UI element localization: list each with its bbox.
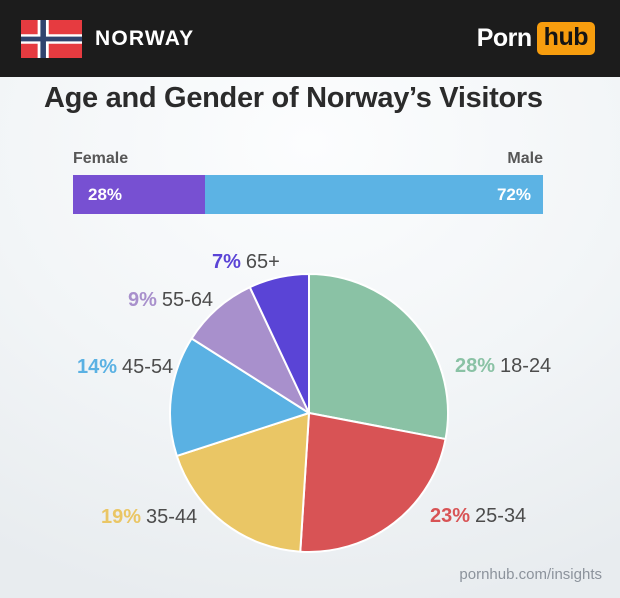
pie-range-18-24: 18-24: [500, 355, 552, 377]
pie-percent-45-54: 14%: [77, 356, 118, 378]
pie-slice-35-44: [175, 412, 310, 553]
pornhub-logo: Porn hub: [477, 22, 595, 55]
pie-label-25-34: 23% 25-34: [430, 505, 526, 528]
pie-range-55-64: 55-64: [161, 289, 214, 311]
country-name: NORWAY: [95, 26, 195, 50]
pie-slice-55-64: [190, 286, 310, 414]
female-bar-segment: 28%: [73, 175, 205, 214]
pie-range-25-34: 25-34: [475, 505, 527, 527]
gender-split-bar: 28% 72%: [73, 175, 543, 214]
pie-slice-18-24: [308, 273, 449, 441]
male-percent: 72%: [496, 184, 531, 204]
pie-percent-35-44: 19%: [101, 506, 142, 528]
gender-legend: Female Male: [73, 150, 543, 168]
male-label: Male: [507, 150, 543, 167]
pie-slice-45-54: [169, 337, 310, 457]
logo-text-hub: hub: [536, 22, 595, 55]
pie-percent-18-24: 28%: [455, 355, 496, 377]
header-bar: NORWAY Porn hub: [0, 0, 620, 77]
pie-range-35-44: 35-44: [146, 506, 198, 528]
pie-range-65plus: 65+: [245, 251, 280, 273]
pie-range-45-54: 45-54: [122, 356, 174, 378]
insights-url: pornhub.com/insights: [459, 566, 602, 583]
pie-percent-25-34: 23%: [430, 505, 471, 527]
country-brand: NORWAY: [21, 19, 195, 58]
pie-slice-25-34: [299, 412, 447, 554]
pie-slice-65+: [248, 273, 310, 414]
pie-label-35-44: 19% 35-44: [101, 506, 197, 529]
pie-label-55-64: 9% 55-64: [128, 289, 213, 312]
female-label: Female: [73, 150, 129, 167]
female-percent: 28%: [88, 184, 123, 204]
pie-percent-65plus: 7%: [212, 251, 241, 273]
male-bar-segment: 72%: [204, 175, 543, 214]
age-pie-chart: [169, 273, 449, 554]
pie-label-18-24: 28% 18-24: [455, 355, 551, 378]
page-title: Age and Gender of Norway’s Visitors: [44, 82, 543, 114]
norway-flag-icon: [21, 19, 82, 58]
pie-label-45-54: 14% 45-54: [77, 356, 173, 379]
pie-label-65plus: 7% 65+: [212, 251, 280, 274]
pie-percent-55-64: 9%: [128, 289, 157, 311]
logo-text-porn: Porn: [476, 24, 532, 52]
